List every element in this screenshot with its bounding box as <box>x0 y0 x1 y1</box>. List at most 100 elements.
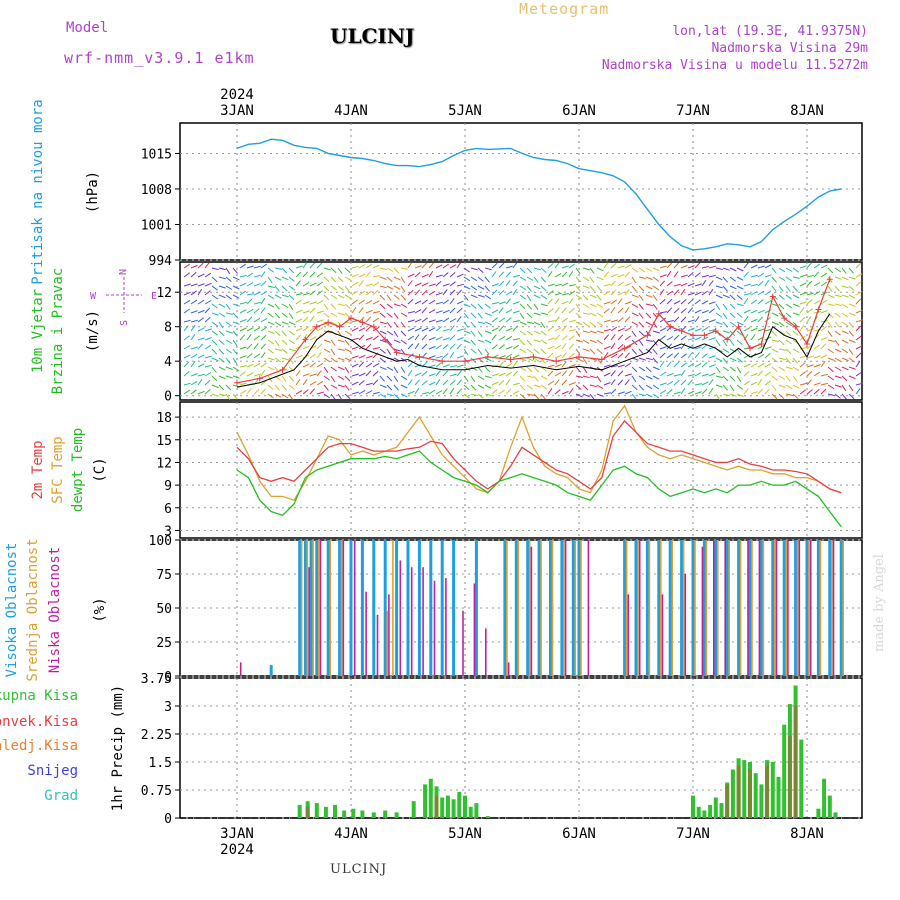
wind-arrow <box>330 375 336 383</box>
wind-arrow <box>470 321 476 328</box>
wind-arrow <box>736 321 744 326</box>
wind-arrow <box>337 366 345 371</box>
wind-arrow <box>631 321 639 326</box>
wind-arrow <box>274 357 282 363</box>
wind-arrow <box>288 384 295 390</box>
wind-arrow <box>785 339 792 345</box>
wind-arrow <box>638 375 646 381</box>
x-tick-label-top: 3JAN <box>220 103 254 119</box>
wind-arrow <box>519 339 526 346</box>
wind-arrow <box>302 301 310 305</box>
precip-total-bar <box>833 812 838 818</box>
panel-frame <box>179 261 863 401</box>
wind-arrow <box>491 271 497 278</box>
wind-arrow <box>848 285 855 291</box>
wind-arrow <box>547 290 554 296</box>
wind-arrow <box>708 288 714 296</box>
wind-arrow <box>554 334 561 341</box>
wind-arrow <box>274 303 280 310</box>
wind-arrow <box>197 317 204 323</box>
wind-arrow <box>400 321 406 328</box>
wind-arrow <box>638 285 645 292</box>
wind-arrow <box>505 353 513 359</box>
wind-arrow <box>386 339 393 346</box>
wind-arrow <box>813 271 820 278</box>
wind-arrow <box>547 364 555 368</box>
wind-arrow <box>449 272 456 278</box>
wind-arrow <box>365 271 371 278</box>
wind-arrow <box>449 318 457 323</box>
wind-arrow <box>183 354 191 359</box>
wind-arrow <box>701 300 709 305</box>
wind-arrow <box>568 329 576 332</box>
wind-arrow <box>806 316 812 323</box>
wind-arrow <box>729 276 736 282</box>
wind-arrow <box>281 321 289 325</box>
precip-total-bar <box>360 810 365 818</box>
year-label-bottom: 2024 <box>220 842 254 858</box>
wind-arrow <box>757 378 763 386</box>
wind-arrow <box>785 303 793 309</box>
wind-arrow <box>631 303 639 308</box>
wind-arrow <box>225 267 231 275</box>
wind-arrow <box>820 354 828 359</box>
y-tick-label: 75 <box>156 568 172 583</box>
wind-arrow <box>778 294 785 300</box>
wind-arrow <box>603 319 611 323</box>
wind-arrow <box>456 289 463 296</box>
wind-arrow <box>260 263 268 269</box>
wind-arrow <box>610 262 617 269</box>
wind-arrow <box>183 291 191 296</box>
wind-arrow <box>596 330 604 334</box>
wind-arrow <box>365 382 373 386</box>
wind-arrow <box>512 274 520 278</box>
wind-arrow <box>778 375 786 380</box>
panel-frame <box>179 122 863 261</box>
wind-arrow <box>260 326 268 332</box>
wind-arrow <box>848 393 855 400</box>
wind-arrow <box>813 344 820 350</box>
wind-arrow <box>421 262 428 269</box>
wind-arrow <box>302 373 310 377</box>
wind-arrow <box>183 325 189 332</box>
wind-arrow <box>505 265 513 269</box>
wind-arrow <box>379 267 387 271</box>
wind-arrow <box>568 353 575 359</box>
wind-speed-line <box>236 313 831 388</box>
wind-arrow <box>274 285 280 292</box>
wind-arrow <box>568 343 575 350</box>
wind-arrow <box>295 299 302 305</box>
wind-arrow <box>610 388 617 395</box>
wind-arrow <box>617 334 624 341</box>
wind-arrow <box>806 299 813 305</box>
wind-arrow <box>841 339 849 344</box>
wind-arrow <box>694 391 702 395</box>
wind-arrow <box>393 276 401 281</box>
wind-arrow <box>330 348 336 356</box>
wind-arrow <box>260 352 266 359</box>
wind-arrow <box>589 348 596 355</box>
wind-arrow <box>428 364 436 368</box>
wind-arrow <box>764 309 772 314</box>
wind-arrow <box>603 271 610 278</box>
wind-arrow <box>197 343 204 350</box>
wind-arrow <box>750 274 758 278</box>
wind-arrow <box>239 274 247 278</box>
wind-arrow <box>652 375 660 380</box>
wind-arrow <box>659 382 667 386</box>
wind-arrow <box>799 316 806 323</box>
wind-arrow <box>442 283 450 287</box>
wind-arrow <box>435 362 442 368</box>
wind-arrow <box>281 384 287 391</box>
wind-arrow <box>295 379 301 386</box>
wind-arrow <box>715 321 723 325</box>
y-tick-label: 1.5 <box>149 756 172 771</box>
wind-arrow <box>442 263 450 269</box>
wind-gust-marker <box>553 358 560 365</box>
wind-arrow <box>204 344 212 350</box>
wind-arrow <box>498 355 506 359</box>
wind-arrow <box>589 384 597 388</box>
wind-arrow <box>708 337 716 341</box>
y-tick-label: 1008 <box>141 183 172 198</box>
